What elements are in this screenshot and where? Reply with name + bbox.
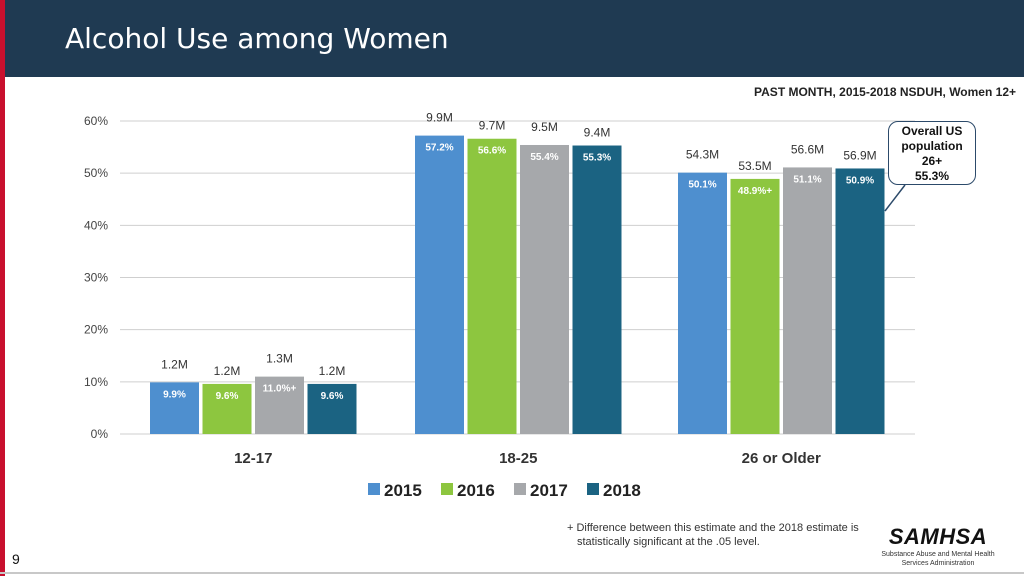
y-tick-label: 40%	[84, 218, 108, 232]
callout-pointer	[884, 184, 906, 212]
bar-count-label: 56.9M	[843, 148, 876, 162]
overall-population-callout: Overall US population 26+ 55.3%	[888, 121, 976, 185]
x-category-label: 12-17	[234, 450, 272, 467]
legend-label: 2018	[603, 481, 641, 500]
bar	[572, 145, 622, 435]
bar-data-label: 51.1%	[793, 174, 821, 185]
bar-data-label: 50.9%	[846, 175, 874, 186]
y-tick-label: 30%	[84, 271, 108, 285]
page-number: 9	[12, 551, 20, 567]
bar	[678, 172, 727, 434]
footnote-line-2: statistically significant at the .05 lev…	[577, 536, 760, 548]
footnote: + Difference between this estimate and t…	[567, 521, 867, 549]
callout-line-3: 26+	[921, 154, 943, 168]
callout-line-1: Overall US	[901, 124, 963, 138]
bar-count-label: 54.3M	[686, 148, 719, 162]
accent-bar	[0, 0, 5, 576]
bar-data-label: 48.9%+	[738, 186, 772, 197]
legend-label: 2016	[457, 481, 495, 500]
y-tick-label: 50%	[84, 166, 108, 180]
legend-swatch	[587, 483, 599, 495]
chart-subtitle: PAST MONTH, 2015-2018 NSDUH, Women 12+	[754, 85, 1016, 99]
y-tick-label: 20%	[84, 323, 108, 337]
x-category-label: 26 or Older	[742, 450, 821, 467]
logo-name: SAMHSA	[888, 524, 988, 549]
footnote-line-1: + Difference between this estimate and t…	[567, 522, 859, 534]
header-banner: Alcohol Use among Women	[5, 0, 1024, 77]
legend-swatch	[368, 483, 380, 495]
bar-data-label: 9.6%	[321, 391, 344, 402]
logo-subtitle-1: Substance Abuse and Mental Health	[881, 551, 995, 558]
bar-count-label: 1.3M	[266, 352, 293, 366]
bar	[415, 135, 464, 434]
bar-data-label: 56.6%	[478, 146, 506, 157]
bar	[730, 178, 780, 434]
bar-count-label: 56.6M	[791, 142, 824, 156]
y-tick-label: 60%	[84, 114, 108, 128]
legend-label: 2015	[384, 481, 422, 500]
bar	[783, 167, 832, 434]
bar-count-label: 9.7M	[479, 119, 506, 133]
legend-swatch	[514, 483, 526, 495]
bar	[202, 383, 252, 434]
bar	[307, 383, 357, 434]
bottom-divider	[0, 572, 1024, 574]
bar-count-label: 1.2M	[319, 364, 346, 378]
y-tick-label: 0%	[91, 427, 109, 441]
bar-count-label: 1.2M	[161, 357, 188, 371]
bar-count-label: 9.5M	[531, 120, 558, 134]
bar	[835, 168, 885, 434]
y-tick-label: 10%	[84, 375, 108, 389]
bar-count-label: 9.4M	[584, 126, 611, 140]
callout-line-2: population	[901, 139, 963, 153]
bar-data-label: 9.6%	[216, 391, 239, 402]
bar-data-label: 11.0%+	[263, 384, 297, 395]
bar	[467, 138, 517, 434]
bar-count-label: 1.2M	[214, 364, 241, 378]
x-category-label: 18-25	[499, 450, 537, 467]
bar	[520, 144, 569, 434]
bar-data-label: 55.4%	[530, 152, 558, 163]
samhsa-logo: SAMHSA Substance Abuse and Mental Health…	[880, 524, 996, 568]
bar	[255, 376, 304, 434]
page-title: Alcohol Use among Women	[65, 22, 449, 55]
bar-count-label: 9.9M	[426, 111, 453, 125]
bar-data-label: 9.9%	[163, 389, 186, 400]
bar-data-label: 57.2%	[425, 143, 453, 154]
callout-line-4: 55.3%	[914, 169, 950, 183]
logo-subtitle-2: Services Administration	[901, 560, 975, 567]
legend-label: 2017	[530, 481, 568, 500]
bar-data-label: 55.3%	[583, 153, 611, 164]
bar	[150, 382, 199, 434]
bar-data-label: 50.1%	[688, 180, 716, 191]
bar-count-label: 53.5M	[738, 159, 771, 173]
legend-swatch	[441, 483, 453, 495]
